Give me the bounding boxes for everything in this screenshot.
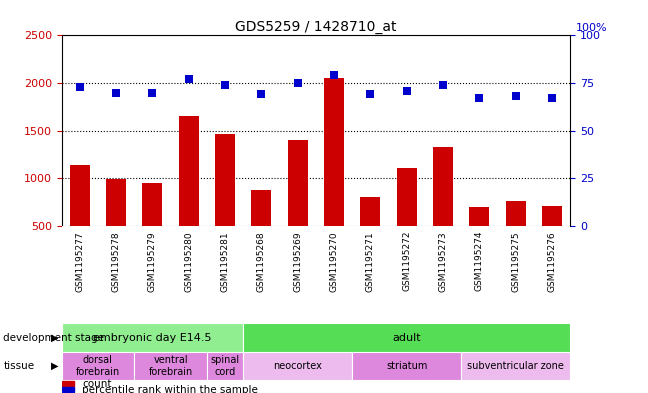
Text: ▶: ▶ — [51, 332, 58, 343]
Text: GSM1195281: GSM1195281 — [220, 231, 229, 292]
Bar — [62, 352, 134, 380]
Point — [547, 95, 557, 101]
Point — [256, 91, 266, 97]
Point — [183, 76, 194, 83]
Point — [111, 90, 121, 96]
Text: GSM1195275: GSM1195275 — [511, 231, 520, 292]
Text: subventricular zone: subventricular zone — [467, 361, 564, 371]
Bar — [62, 323, 243, 352]
Text: GSM1195276: GSM1195276 — [548, 231, 557, 292]
Bar — [251, 190, 272, 226]
Point — [147, 90, 157, 96]
Text: count: count — [82, 379, 111, 389]
Bar — [243, 323, 570, 352]
Bar — [469, 207, 489, 226]
Text: GSM1195268: GSM1195268 — [257, 231, 266, 292]
Text: spinal
cord: spinal cord — [211, 355, 240, 376]
Bar — [62, 381, 75, 386]
Point — [474, 95, 485, 101]
Text: neocortex: neocortex — [273, 361, 322, 371]
Text: dorsal
forebrain: dorsal forebrain — [76, 355, 120, 376]
Text: tissue: tissue — [3, 361, 34, 371]
Text: GSM1195277: GSM1195277 — [75, 231, 84, 292]
Bar — [243, 352, 353, 380]
Bar — [461, 352, 570, 380]
Bar — [62, 387, 75, 392]
Text: GSM1195271: GSM1195271 — [366, 231, 375, 292]
Point — [220, 82, 230, 88]
Point — [292, 80, 303, 86]
Text: ventral
forebrain: ventral forebrain — [148, 355, 192, 376]
Bar — [207, 352, 243, 380]
Point — [75, 84, 85, 90]
Point — [329, 72, 340, 79]
Text: 100%: 100% — [576, 22, 607, 33]
Point — [438, 82, 448, 88]
Point — [511, 93, 521, 99]
Title: GDS5259 / 1428710_at: GDS5259 / 1428710_at — [235, 20, 397, 34]
Bar — [324, 78, 344, 226]
Text: development stage: development stage — [3, 332, 104, 343]
Text: adult: adult — [393, 332, 421, 343]
Bar — [360, 197, 380, 226]
Bar — [215, 134, 235, 226]
Text: GSM1195273: GSM1195273 — [439, 231, 448, 292]
Point — [365, 91, 376, 97]
Text: striatum: striatum — [386, 361, 428, 371]
Bar — [397, 168, 417, 226]
Text: embryonic day E14.5: embryonic day E14.5 — [93, 332, 212, 343]
Text: GSM1195279: GSM1195279 — [148, 231, 157, 292]
Text: ▶: ▶ — [51, 361, 58, 371]
Text: GSM1195280: GSM1195280 — [184, 231, 193, 292]
Text: GSM1195274: GSM1195274 — [475, 231, 484, 291]
Point — [402, 88, 412, 94]
Bar — [542, 206, 562, 226]
Text: GSM1195272: GSM1195272 — [402, 231, 411, 291]
Bar — [353, 352, 461, 380]
Bar — [106, 179, 126, 226]
Bar — [288, 140, 308, 226]
Text: GSM1195269: GSM1195269 — [294, 231, 302, 292]
Bar — [505, 201, 526, 226]
Text: percentile rank within the sample: percentile rank within the sample — [82, 385, 258, 393]
Text: GSM1195270: GSM1195270 — [330, 231, 338, 292]
Bar — [134, 352, 207, 380]
Bar — [433, 147, 453, 226]
Bar — [179, 116, 199, 226]
Text: GSM1195278: GSM1195278 — [111, 231, 121, 292]
Bar — [70, 165, 89, 226]
Bar — [143, 183, 163, 226]
